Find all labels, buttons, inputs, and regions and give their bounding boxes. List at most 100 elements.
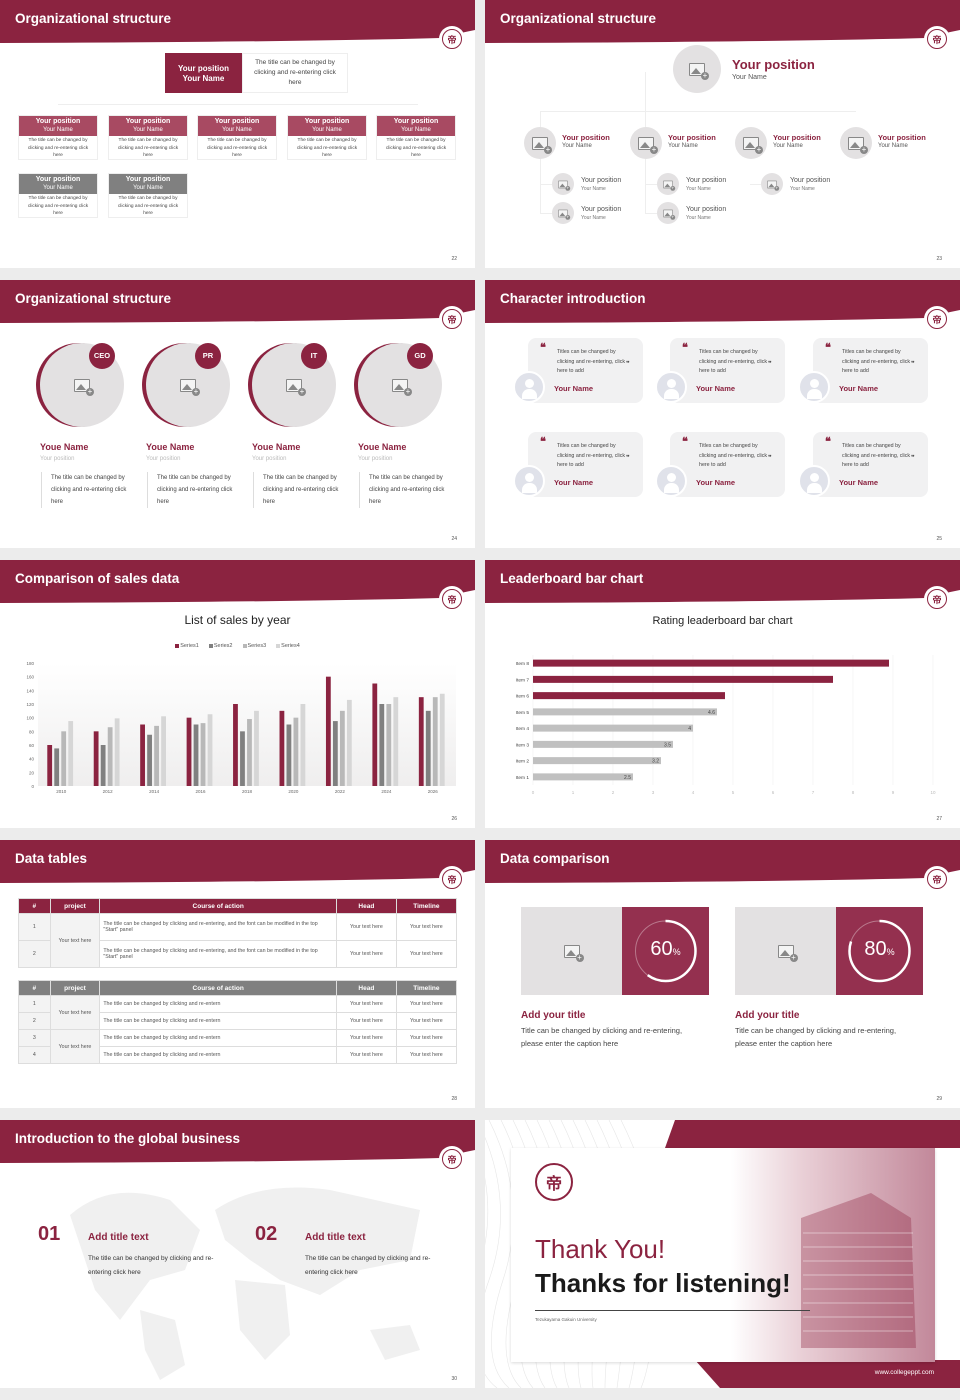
legend-label: Series2 xyxy=(213,643,233,649)
timeline-cell: Your text here xyxy=(395,1046,458,1064)
connector-line xyxy=(58,104,418,105)
university-seal-icon: 帝 xyxy=(442,309,462,329)
bar-series1-2024 xyxy=(372,683,378,786)
percent-number: 80 xyxy=(864,938,887,960)
column-header: project xyxy=(49,980,101,996)
page-number: 23 xyxy=(936,256,942,262)
position-card-header: Your position Your Name xyxy=(109,116,187,136)
legend-swatch xyxy=(242,644,247,648)
column-header: Course of action xyxy=(99,980,338,996)
image-placeholder-icon[interactable] xyxy=(180,378,200,396)
contour-line xyxy=(485,1177,489,1388)
x-tick-label: 1 xyxy=(572,790,575,795)
photo-placeholder xyxy=(735,127,767,159)
image-placeholder-icon[interactable] xyxy=(558,180,571,191)
bar-series3-2024 xyxy=(386,704,392,786)
divider xyxy=(535,1310,810,1311)
bar-item-4 xyxy=(533,724,693,732)
position-card: Your position Your Name The title can be c… xyxy=(376,115,456,160)
position-label: Your position xyxy=(773,133,821,142)
avatar-body xyxy=(664,483,679,493)
column-header: # xyxy=(18,980,51,996)
slide-title: Introduction to the global business xyxy=(15,1131,240,1146)
photo-placeholder xyxy=(761,173,783,195)
person-description: The title can be changed by clicking and… xyxy=(41,472,127,508)
image-placeholder-icon[interactable] xyxy=(663,180,676,191)
university-seal-icon: 帝 xyxy=(535,1163,573,1201)
column-header: Timeline xyxy=(395,980,458,996)
image-placeholder-icon[interactable] xyxy=(286,378,306,396)
header-shape xyxy=(0,0,475,43)
action-cell: The title can be changed by clicking and… xyxy=(99,1046,338,1064)
image-placeholder-icon[interactable] xyxy=(848,136,868,154)
position-card: Your position Your Name The title can be c… xyxy=(18,115,98,160)
bar-series3-2014 xyxy=(154,725,159,786)
image-placeholder-icon[interactable] xyxy=(74,378,94,396)
testimonial-card: ❝ Titles can be changed by clicking and r… xyxy=(528,432,643,497)
timeline-cell: Your text here xyxy=(395,995,458,1013)
position-card-description: The title can be changed by clicking and… xyxy=(206,138,268,158)
quote-text: Titles can be changed by clicking and re… xyxy=(842,349,911,374)
image-placeholder-icon[interactable] xyxy=(743,136,763,154)
avatar-body xyxy=(807,389,822,399)
avatar-body xyxy=(522,389,537,399)
legend-item: Series1 xyxy=(175,643,199,649)
timeline-cell: Your text here xyxy=(395,913,458,941)
quote-text: Titles can be changed by clicking and re… xyxy=(557,443,626,468)
image-placeholder-icon[interactable] xyxy=(558,209,571,220)
university-seal-icon: 帝 xyxy=(442,1149,462,1169)
image-placeholder-icon[interactable] xyxy=(689,62,709,80)
university-seal-icon: 帝 xyxy=(927,589,947,609)
item-number: 01 xyxy=(38,1223,61,1245)
slide-s31: 帝 Thank You! Thanks for listening! Tezukaya… xyxy=(485,1120,960,1388)
photo-placeholder xyxy=(657,202,679,224)
university-seal-icon: 帝 xyxy=(442,869,462,889)
name-label: Your Name xyxy=(133,185,163,191)
header-band xyxy=(485,560,960,603)
name-label: Your Name xyxy=(43,127,73,133)
university-logo: 帝 xyxy=(924,586,950,612)
image-placeholder-icon[interactable] xyxy=(777,944,798,962)
image-placeholder-icon[interactable] xyxy=(392,378,412,396)
person-name: Your Name xyxy=(696,478,736,487)
bar-item-8 xyxy=(533,659,889,667)
y-tick-label: 120 xyxy=(26,702,34,707)
bar-series1-2026 xyxy=(418,697,424,786)
data-table: # project Course of action Head Timeline 1 You… xyxy=(18,898,458,968)
bar-series4-2014 xyxy=(161,716,166,786)
x-tick-label: 4 xyxy=(692,790,695,795)
page-number: 26 xyxy=(451,816,457,822)
x-tick-label: 6 xyxy=(772,790,775,795)
avatar-head xyxy=(667,473,676,482)
bar-series1-2014 xyxy=(140,724,145,786)
table-body: 1 Your text here The title can be changed … xyxy=(18,913,458,968)
position-card: Your position Your Name The title can be c… xyxy=(108,115,188,160)
contour-line xyxy=(485,1137,501,1388)
quote-text: Titles can be changed by clicking and re… xyxy=(699,443,768,468)
photo-placeholder xyxy=(673,45,721,93)
slide-s22: 帝 Organizational structure 22 Your position… xyxy=(0,0,475,268)
bar-series2-2014 xyxy=(147,734,152,786)
image-placeholder-icon[interactable] xyxy=(563,944,584,962)
quote-text: Titles can be changed by clicking and re… xyxy=(842,443,911,468)
image-placeholder-icon[interactable] xyxy=(638,136,658,154)
data-label: 4 xyxy=(688,726,691,732)
header-band xyxy=(0,1120,475,1163)
website-link[interactable]: www.collegeppt.com xyxy=(874,1369,934,1376)
x-tick-label: 5 xyxy=(732,790,735,795)
position-label: Your position xyxy=(393,117,439,125)
column-header: Timeline xyxy=(395,898,458,914)
x-tick-label: 2016 xyxy=(196,789,207,794)
connector-line xyxy=(540,111,541,214)
bar-series1-2020 xyxy=(279,710,285,786)
bar-series2-2010 xyxy=(54,748,60,786)
bar-series2-2020 xyxy=(286,724,292,786)
thanks-subheading: Thanks for listening! xyxy=(535,1268,791,1298)
name-label: Your Name xyxy=(401,127,431,133)
image-placeholder-icon[interactable] xyxy=(767,180,780,191)
image-placeholder-icon[interactable] xyxy=(532,136,552,154)
person-name: Your Name xyxy=(696,384,736,393)
image-placeholder-icon[interactable] xyxy=(663,209,676,220)
action-cell: The title can be changed by clicking and… xyxy=(99,913,338,941)
avatar-icon xyxy=(798,371,830,403)
